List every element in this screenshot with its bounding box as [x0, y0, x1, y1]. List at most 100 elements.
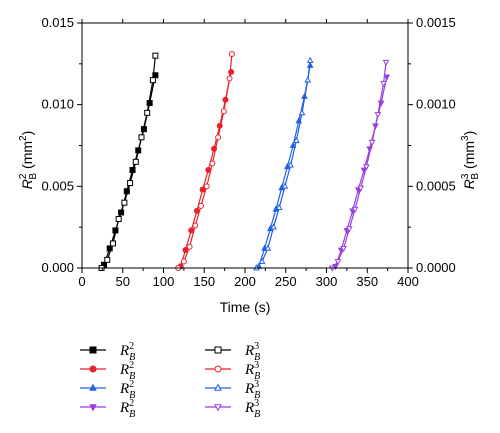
- data-point: [374, 112, 382, 119]
- y-left-title-base: R: [19, 179, 35, 189]
- data-point: [115, 216, 122, 222]
- x-tick-label: 0: [78, 274, 85, 289]
- series-layer: [98, 51, 391, 272]
- data-point: [289, 141, 297, 148]
- x-tick-label: 350: [356, 274, 378, 289]
- data-point: [258, 257, 266, 264]
- legend-item: R2 B: [80, 379, 135, 401]
- data-point: [203, 183, 210, 190]
- series-1: [98, 52, 159, 271]
- svg-text:R3B(mm3): R3B(mm3): [460, 131, 481, 190]
- legend-label: R3 B: [244, 398, 260, 420]
- data-point: [382, 59, 390, 67]
- data-point: [304, 76, 312, 83]
- y-right-axis-title: R3B(mm3): [460, 131, 481, 190]
- data-point: [152, 52, 159, 59]
- y-right-tick-label: 0.0010: [416, 97, 456, 112]
- axes-layer: 0 50 100 150 200 250 300 350 400 0.000 0.005 0.010 0…: [41, 15, 455, 289]
- y-right-title-sub: B: [470, 173, 481, 180]
- series-4: [255, 61, 314, 269]
- y-left-title-sup: 2: [18, 173, 29, 179]
- data-point: [106, 245, 113, 252]
- legend-marker: [89, 404, 97, 412]
- legend-marker: [214, 346, 222, 354]
- data-point: [132, 158, 139, 165]
- data-point: [138, 134, 145, 141]
- data-point: [186, 243, 193, 250]
- data-point: [215, 134, 222, 141]
- legend-item: R2 B: [80, 341, 135, 363]
- legend-marker: [214, 365, 222, 373]
- legend-marker: [89, 383, 97, 391]
- data-point: [298, 108, 306, 116]
- data-point: [104, 256, 111, 263]
- series-5: [253, 56, 314, 271]
- x-axis-title: Time (s): [220, 299, 271, 315]
- y-left-tick-label: 0.015: [41, 15, 74, 30]
- legend-label: R3 B: [244, 341, 260, 363]
- x-tick-label: 300: [316, 274, 338, 289]
- y-left-tick-label: 0.005: [41, 178, 74, 193]
- x-tick-label: 50: [116, 274, 130, 289]
- y-left-title-unit-prefix: (mm: [19, 141, 35, 169]
- legend-label: R3 B: [244, 379, 260, 401]
- y-right-tick-label: 0.0015: [416, 15, 456, 30]
- series-3: [175, 51, 235, 271]
- legend-item: R2 B: [80, 398, 135, 420]
- y-right-title-unit-suffix: ): [461, 131, 477, 136]
- data-point: [351, 206, 359, 214]
- legend-marker: [89, 365, 97, 373]
- series-line: [331, 62, 387, 269]
- data-point: [149, 77, 156, 84]
- x-tick-label: 400: [397, 274, 419, 289]
- data-point: [220, 108, 227, 115]
- data-point: [127, 180, 134, 187]
- x-tick-label: 150: [193, 274, 215, 289]
- legend-item: R3 B: [205, 398, 260, 420]
- x-tick-label: 250: [275, 274, 297, 289]
- data-point: [180, 258, 187, 265]
- y-right-title-sup: 3: [460, 173, 471, 179]
- legend-item: R3 B: [205, 341, 260, 363]
- data-point: [144, 109, 151, 116]
- data-point: [357, 185, 365, 192]
- legend-marker: [214, 383, 222, 391]
- series-line: [177, 53, 233, 269]
- legend-item: R2 B: [80, 360, 135, 382]
- legend-item: R3 B: [205, 360, 260, 382]
- data-point: [380, 81, 387, 88]
- data-point: [345, 226, 353, 233]
- data-point: [363, 164, 370, 171]
- data-point: [226, 75, 233, 82]
- data-point: [293, 136, 300, 143]
- series-7: [328, 59, 390, 272]
- data-point: [334, 259, 342, 266]
- data-point: [368, 139, 376, 147]
- y-right-title-unit-sup: 3: [460, 135, 471, 141]
- y-right-title-unit-prefix: (mm: [461, 141, 477, 169]
- x-tick-label: 200: [234, 274, 256, 289]
- data-point: [281, 182, 289, 189]
- data-point: [264, 244, 272, 251]
- data-point: [197, 202, 204, 209]
- data-point: [275, 203, 283, 210]
- legend-label: R2 B: [119, 341, 135, 363]
- y-right-tick-label: 0.0000: [416, 260, 456, 275]
- legend-label: R2 B: [119, 379, 135, 401]
- svg-text:R2B(mm2): R2B(mm2): [18, 131, 39, 190]
- series-line: [101, 55, 156, 269]
- y-left-title-unit-suffix: ): [19, 131, 35, 136]
- y-left-tick-label: 0.010: [41, 97, 74, 112]
- series-6: [332, 74, 391, 271]
- plot-frame: [81, 22, 409, 269]
- y-left-title-sub: B: [28, 173, 39, 180]
- legend: R2 BR2 BR2 BR2 BR3 BR3 BR3 BR3 B: [80, 341, 260, 420]
- data-point: [270, 223, 277, 230]
- x-tick-label: 100: [153, 274, 175, 289]
- y-left-axis-title: R2B(mm2): [18, 131, 39, 190]
- data-point: [121, 199, 128, 206]
- data-point: [383, 74, 391, 81]
- y-left-title-unit-sup: 2: [18, 135, 29, 141]
- data-point: [306, 56, 314, 63]
